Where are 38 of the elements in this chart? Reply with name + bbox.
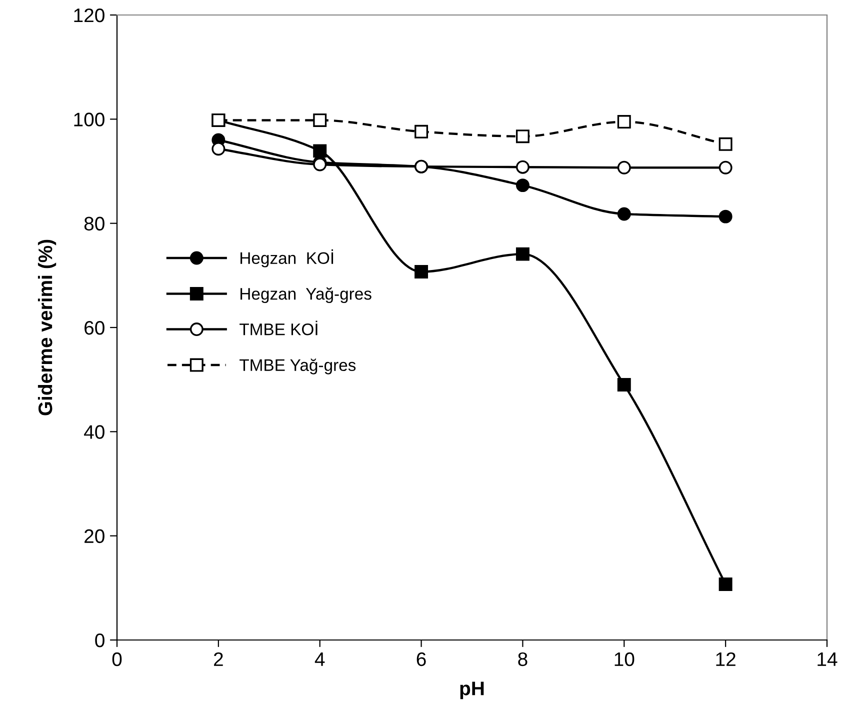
point [516,160,530,174]
y-tick-label: 60 [84,320,104,335]
legend-label: TMBE KOİ [240,320,318,336]
x-tick-label: 4 [314,652,325,666]
x-tick-label: 12 [716,652,736,666]
x-tick-label: 2 [214,652,223,666]
x-tick-label: 0 [112,652,122,666]
point [718,137,732,151]
point [313,144,327,158]
x-axis-title: pH [460,682,484,700]
legend-label: Hegzan KOİ [240,249,334,268]
point [617,378,631,392]
x-tick-label: 8 [518,652,528,666]
y-tick-label: 0 [95,633,104,648]
point [212,142,226,156]
y-axis-title: Giderme verimi (%) [38,240,56,416]
point [718,210,732,224]
point [718,160,732,174]
point [516,247,530,261]
point [414,124,428,138]
legend-label: Hegzan Yağ-gres [240,287,372,304]
legend-label: TMBE Yağ-gres [240,358,356,374]
x-tick-label: 14 [818,652,838,666]
point [516,130,530,144]
y-tick-label: 40 [84,425,104,439]
point [617,115,631,129]
y-tick-label: 120 [74,8,104,22]
x-tick-label: 6 [416,652,426,666]
y-tick-label: 80 [84,216,104,231]
point [617,207,631,221]
y-tick-label: 100 [74,112,104,126]
point [516,178,530,192]
x-tick-label: 10 [614,652,634,666]
point [718,578,732,592]
point [313,113,327,127]
y-tick-label: 20 [84,529,104,544]
point [414,265,428,279]
point [617,160,631,174]
